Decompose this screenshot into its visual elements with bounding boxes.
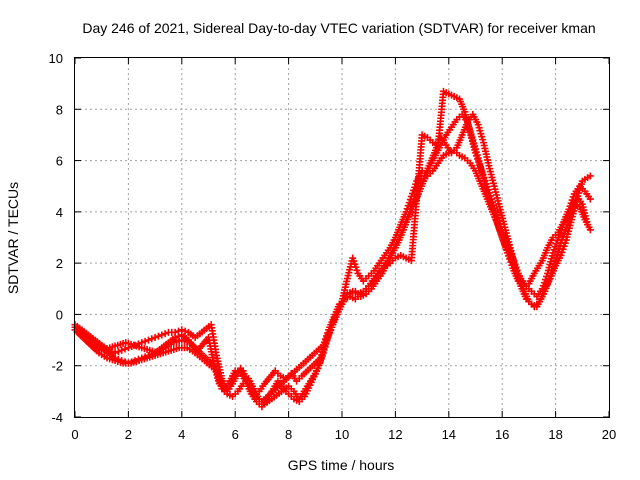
x-tick-label: 14: [442, 427, 456, 442]
data-point-marker: [586, 172, 594, 180]
y-tick-label: 2: [56, 256, 63, 271]
data-point-marker: [171, 328, 179, 336]
y-tick-label: 0: [56, 307, 63, 322]
data-point-marker: [118, 346, 126, 354]
data-point-marker: [158, 331, 166, 339]
data-point-marker: [178, 326, 186, 334]
data-points: [71, 87, 594, 411]
x-tick-label: 10: [335, 427, 349, 442]
data-point-marker: [144, 336, 152, 344]
data-point-marker: [141, 337, 149, 345]
x-tick-label: 2: [125, 427, 132, 442]
chart-title: Day 246 of 2021, Sidereal Day-to-day VTE…: [82, 20, 595, 36]
y-tick-label: 4: [56, 205, 63, 220]
plot-frame: [74, 57, 610, 418]
x-tick-label: 12: [388, 427, 402, 442]
grid-lines: [75, 58, 609, 417]
y-tick-label: 6: [56, 154, 63, 169]
data-point-marker: [154, 332, 162, 340]
x-tick-label: 4: [178, 427, 185, 442]
data-point-marker: [111, 349, 119, 357]
x-tick-label: 6: [232, 427, 239, 442]
x-axis-label: GPS time / hours: [288, 457, 395, 473]
data-point-marker: [151, 334, 159, 342]
y-tick-label: -4: [51, 410, 63, 425]
x-tick-label: 16: [495, 427, 509, 442]
data-point-marker: [161, 330, 169, 338]
data-point-marker: [148, 335, 156, 343]
y-axis-label: SDTVAR / TECUs: [5, 182, 21, 294]
x-tick-label: 18: [548, 427, 562, 442]
data-point-marker: [121, 345, 129, 353]
data-point-marker: [586, 195, 594, 203]
data-point-marker: [181, 327, 189, 335]
y-tick-label: 8: [56, 102, 63, 117]
data-point-marker: [174, 327, 182, 335]
x-tick-label: 8: [285, 427, 292, 442]
data-point-marker: [586, 226, 594, 234]
series-track-c: [71, 87, 594, 408]
data-point-marker: [114, 348, 122, 356]
x-tick-label: 0: [71, 427, 78, 442]
tick-labels: 0 2 4 6 8 10 12 14 16 18 20 -4 -2 0 2 4 6 8 10: [49, 51, 617, 442]
series-track-d: [74, 110, 594, 406]
y-tick-label: -2: [51, 359, 63, 374]
y-tick-label: 10: [49, 51, 63, 66]
x-tick-label: 20: [602, 427, 616, 442]
